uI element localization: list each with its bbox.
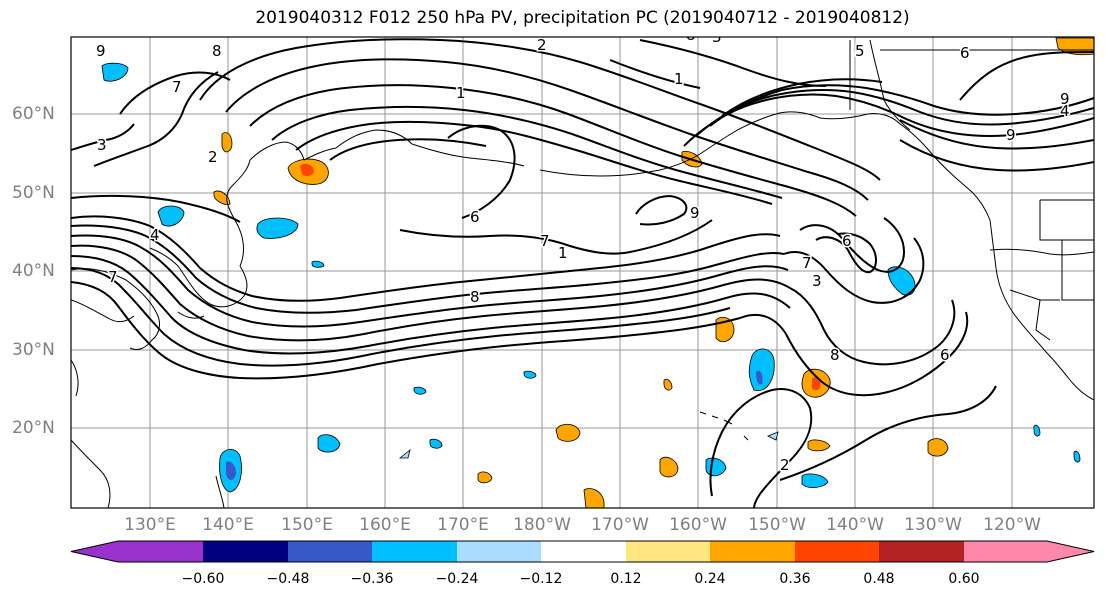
colorbar-tick-label: −0.36 (350, 571, 394, 587)
contour-label: 6 (960, 44, 970, 62)
colorbar-segment (795, 541, 879, 562)
colorbar-segment (457, 541, 541, 562)
latitude-label: 40°N (12, 261, 55, 281)
contour-label: 5 (855, 42, 865, 60)
longitude-label: 170°W (591, 515, 649, 535)
latitude-label: 50°N (12, 183, 55, 203)
contour-label: 9 (96, 42, 106, 60)
colorbar-segment (203, 541, 288, 562)
contour-label: 3 (812, 272, 822, 290)
contour-label: 7 (540, 232, 550, 250)
contour-label: 1 (456, 84, 466, 102)
contour-label: 3 (712, 28, 722, 46)
longitude-label: 120°W (983, 515, 1041, 535)
colorbar-segment (626, 541, 710, 562)
colorbar-extend-high (1047, 541, 1094, 562)
contour-label: 4 (150, 226, 160, 244)
contour-label: 2 (208, 148, 218, 166)
contour-label: 7 (802, 254, 812, 272)
contour-label: 1 (558, 244, 568, 262)
colorbar-segment (879, 541, 964, 562)
longitude-label: 150°W (748, 515, 806, 535)
colorbar-tick-label: −0.60 (181, 571, 225, 587)
contour-label: 6 (940, 346, 950, 364)
longitude-label: 180°W (513, 515, 571, 535)
contour-label: 8 (830, 346, 840, 364)
colorbar-extend-low (71, 541, 118, 562)
contour-label: 1 (674, 70, 684, 88)
colorbar-tick-label: −0.48 (266, 571, 310, 587)
colorbar-segment (372, 541, 457, 562)
latitude-label: 30°N (12, 340, 55, 360)
colorbar-tick-label: −0.12 (519, 571, 563, 587)
colorbar-tick-label: 0.60 (948, 571, 980, 587)
pv-contours (71, 38, 1094, 508)
colorbar (70, 540, 1095, 563)
contour-label: 2 (537, 36, 547, 54)
contour-label: 9 (1006, 126, 1016, 144)
longitude-label: 130°W (904, 515, 962, 535)
longitude-label: 130°E (124, 515, 176, 535)
colorbar-segment (288, 541, 372, 562)
longitude-label: 150°E (281, 515, 333, 535)
colorbar-tick-label: 0.48 (863, 571, 895, 587)
contour-label: 7 (172, 78, 182, 96)
contour-label: 8 (470, 288, 480, 306)
longitude-label: 160°W (669, 515, 727, 535)
contour-label: 6 (842, 232, 852, 250)
longitude-label: 160°E (359, 515, 411, 535)
contour-label: 2 (780, 456, 790, 474)
contour-label: 9 (690, 204, 700, 222)
longitude-label: 170°E (437, 515, 489, 535)
colorbar-tick-label: 0.24 (694, 571, 726, 587)
latitude-label: 60°N (12, 104, 55, 124)
contour-label: 3 (97, 136, 107, 154)
map-title: 2019040312 F012 250 hPa PV, precipitatio… (255, 8, 910, 28)
contour-label: 9 (1060, 90, 1070, 108)
map-area (71, 37, 1094, 508)
contour-label: 6 (470, 208, 480, 226)
contour-label: 8 (212, 42, 222, 60)
contour-label: 8 (686, 26, 696, 44)
map-border (70, 36, 1095, 509)
latitude-label: 20°N (12, 418, 55, 438)
colorbar-tick-label: 0.12 (610, 571, 642, 587)
longitude-label: 140°E (202, 515, 254, 535)
colorbar-segment (964, 541, 1047, 562)
colorbar-tick-label: −0.24 (435, 571, 479, 587)
colorbar-segment (118, 541, 203, 562)
longitude-label: 140°W (826, 515, 884, 535)
colorbar-tick-label: 0.36 (779, 571, 811, 587)
contour-label: 4 (1060, 102, 1070, 120)
colorbar-segment (710, 541, 795, 562)
colorbar-outline (70, 540, 1095, 563)
colorbar-segment (541, 541, 626, 562)
contour-label: 7 (108, 268, 118, 286)
coastlines (71, 39, 1094, 508)
